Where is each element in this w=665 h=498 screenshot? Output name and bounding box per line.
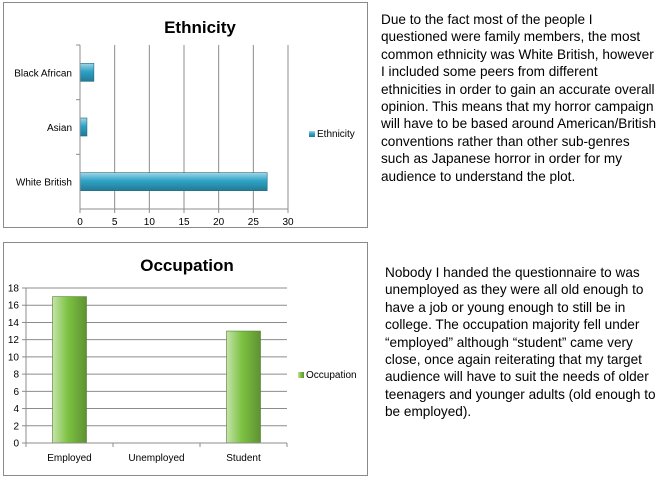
x-tick-label: 15 — [178, 217, 190, 228]
y-category-label: Asian — [47, 123, 72, 134]
occupation-chart-svg: Occupation 0 2 4 6 8 10 12 14 16 18 Employed Unemplo… — [8, 256, 357, 464]
x-category-label: Employed — [47, 453, 91, 464]
y-tick-label: 14 — [8, 318, 20, 329]
y-tick-label: 12 — [8, 335, 20, 346]
legend-swatch — [298, 372, 304, 378]
bar — [52, 296, 87, 444]
ethnicity-paragraph: Due to the fact most of the people I que… — [381, 12, 657, 184]
x-tick-label: 30 — [282, 217, 294, 228]
legend-swatch — [309, 131, 315, 137]
bar — [226, 330, 261, 444]
occupation-paragraph: Nobody I handed the questionnaire to was… — [385, 265, 656, 420]
x-tick-label: 20 — [213, 217, 225, 228]
y-tick-label: 10 — [8, 352, 20, 363]
chart-title: Ethnicity — [164, 18, 236, 37]
ethnicity-chart: Ethnicity 0 5 10 15 20 25 30 Black African Asian W… — [3, 2, 368, 228]
occupation-chart: Occupation 0 2 4 6 8 10 12 14 16 18 Employed Unemplo… — [3, 242, 368, 476]
bar — [79, 172, 268, 191]
y-category-label: White British — [16, 178, 72, 189]
y-tick-label: 2 — [13, 421, 19, 432]
x-tick-label: 0 — [77, 217, 83, 228]
y-tick-label: 8 — [13, 370, 19, 381]
y-tick-label: 4 — [13, 404, 19, 415]
bar — [79, 63, 95, 82]
legend-label: Occupation — [306, 370, 357, 381]
x-category-label: Unemployed — [128, 453, 184, 464]
x-tick-label: 25 — [248, 217, 260, 228]
y-tick-label: 18 — [8, 284, 20, 295]
bar — [79, 117, 88, 137]
y-category-label: Black African — [14, 68, 72, 79]
x-category-label: Student — [226, 453, 261, 464]
x-tick-label: 5 — [112, 217, 118, 228]
legend-label: Ethnicity — [317, 129, 355, 140]
y-tick-label: 6 — [13, 387, 19, 398]
x-tick-label: 10 — [144, 217, 156, 228]
ethnicity-chart-svg: Ethnicity 0 5 10 15 20 25 30 Black African Asian W… — [14, 18, 355, 228]
chart-title: Occupation — [140, 256, 234, 275]
y-tick-label: 16 — [8, 301, 20, 312]
y-tick-label: 0 — [13, 439, 19, 450]
